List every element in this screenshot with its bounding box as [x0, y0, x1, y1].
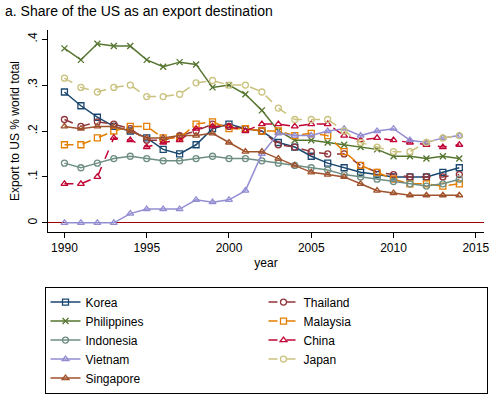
svg-text:Indonesia: Indonesia: [86, 334, 138, 348]
svg-text:.3: .3: [26, 78, 40, 88]
svg-text:Thailand: Thailand: [304, 296, 350, 310]
svg-text:Korea: Korea: [86, 296, 118, 310]
svg-text:.1: .1: [26, 170, 40, 180]
svg-text:Export to US % world total: Export to US % world total: [8, 61, 22, 201]
svg-text:Philippines: Philippines: [86, 315, 144, 329]
svg-text:0: 0: [26, 217, 40, 224]
svg-text:China: China: [304, 334, 336, 348]
svg-text:2005: 2005: [298, 241, 325, 255]
svg-text:Malaysia: Malaysia: [304, 315, 352, 329]
svg-text:2010: 2010: [380, 241, 407, 255]
svg-text:1995: 1995: [133, 241, 160, 255]
svg-text:.2: .2: [26, 124, 40, 134]
svg-text:1990: 1990: [51, 241, 78, 255]
svg-text:a. Share of the US as an expor: a. Share of the US as an export destinat…: [5, 3, 273, 19]
svg-text:Vietnam: Vietnam: [86, 353, 130, 367]
svg-text:Singapore: Singapore: [86, 372, 141, 386]
svg-text:Japan: Japan: [304, 353, 337, 367]
svg-text:2000: 2000: [216, 241, 243, 255]
svg-text:2015: 2015: [462, 241, 489, 255]
svg-text:.4: .4: [26, 32, 40, 42]
svg-text:year: year: [254, 256, 277, 270]
